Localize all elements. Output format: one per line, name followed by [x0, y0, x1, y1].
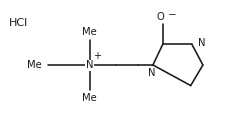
Text: N: N [86, 60, 93, 70]
Text: N: N [148, 68, 156, 78]
Text: N: N [198, 38, 206, 48]
Text: Me: Me [82, 27, 97, 37]
Text: O: O [156, 12, 164, 22]
Text: Me: Me [27, 60, 42, 70]
Text: Me: Me [82, 93, 97, 103]
Text: HCl: HCl [9, 18, 29, 28]
Text: −: − [168, 11, 176, 21]
Text: +: + [93, 51, 101, 61]
